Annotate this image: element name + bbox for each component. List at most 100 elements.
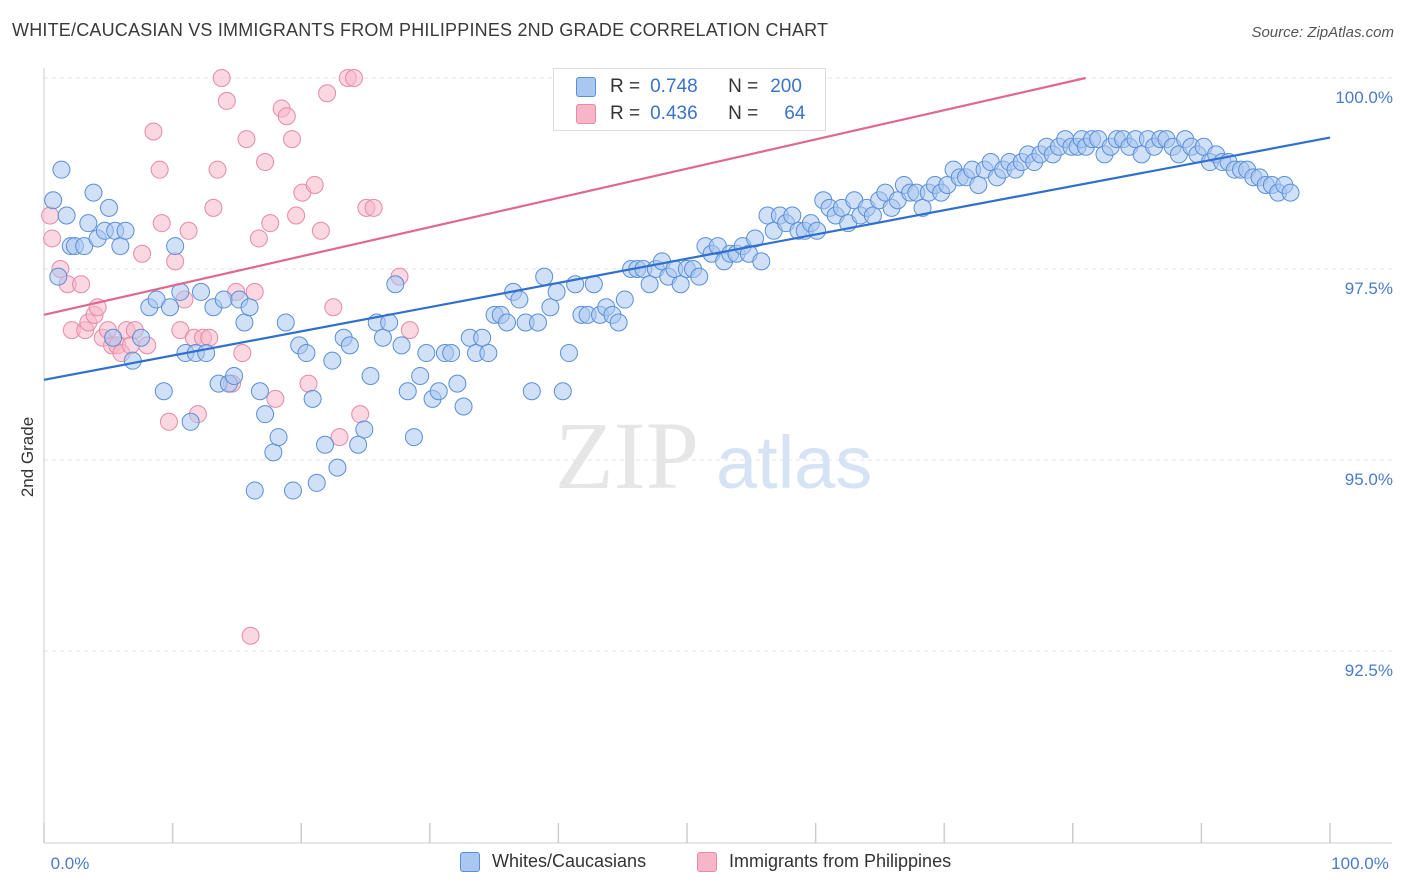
blue-point bbox=[57, 206, 76, 225]
blue-point bbox=[690, 267, 709, 286]
stats-legend: R = 0.748 N = 200 R = 0.436 N = 64 bbox=[553, 68, 826, 131]
blue-point bbox=[671, 275, 690, 294]
blue-point bbox=[404, 428, 423, 447]
blue-point bbox=[541, 298, 560, 317]
pink-point bbox=[200, 328, 219, 347]
blue-point bbox=[417, 344, 436, 363]
blue-point bbox=[355, 420, 374, 439]
legend-r-label: R = bbox=[610, 76, 641, 97]
watermark-zip: ZIP bbox=[555, 402, 699, 509]
blue-point bbox=[235, 313, 254, 332]
blue-point bbox=[132, 328, 151, 347]
series-legend: Whites/Caucasians Immigrants from Philip… bbox=[0, 851, 1406, 877]
pink-series-points bbox=[41, 69, 419, 645]
pink-point bbox=[287, 206, 306, 225]
blue-point bbox=[307, 473, 326, 492]
pink-point bbox=[204, 198, 223, 217]
blue-point bbox=[323, 351, 342, 370]
pink-point bbox=[249, 229, 268, 248]
blue-point bbox=[429, 382, 448, 401]
blue-point bbox=[316, 435, 335, 454]
blue-point bbox=[969, 175, 988, 194]
pink-point bbox=[266, 389, 285, 408]
blue-point bbox=[349, 435, 368, 454]
pink-point bbox=[152, 214, 171, 233]
legend-row-pink: R = 0.436 N = 64 bbox=[576, 102, 805, 126]
blue-point bbox=[398, 382, 417, 401]
blue-point bbox=[386, 275, 405, 294]
pink-point bbox=[282, 130, 301, 149]
blue-point bbox=[392, 336, 411, 355]
blue-point bbox=[303, 389, 322, 408]
blue-point bbox=[276, 313, 295, 332]
pink-point bbox=[179, 221, 198, 240]
blue-point bbox=[553, 382, 572, 401]
blue-point bbox=[214, 290, 233, 309]
legend-n-value-pink: 64 bbox=[784, 103, 806, 124]
pink-point bbox=[208, 160, 227, 179]
blue-point bbox=[191, 282, 210, 301]
blue-point bbox=[111, 237, 130, 256]
blue-point bbox=[361, 366, 380, 385]
blue-point bbox=[245, 481, 264, 500]
pink-point bbox=[159, 412, 178, 431]
blue-point bbox=[609, 313, 628, 332]
blue-point bbox=[154, 382, 173, 401]
y-tick-label: 97.5% bbox=[1345, 279, 1393, 298]
pink-point bbox=[237, 130, 256, 149]
pink-point bbox=[400, 321, 419, 340]
legend-swatch-pink bbox=[576, 104, 596, 124]
pink-point bbox=[330, 428, 349, 447]
blue-point bbox=[913, 198, 932, 217]
pink-point bbox=[256, 153, 275, 172]
blue-point bbox=[79, 214, 98, 233]
blue-point bbox=[99, 198, 118, 217]
blue-point bbox=[510, 290, 529, 309]
blue-point bbox=[454, 397, 473, 416]
blue-point bbox=[166, 237, 185, 256]
blue-point bbox=[160, 298, 179, 317]
pink-point bbox=[245, 282, 264, 301]
pink-point bbox=[233, 344, 252, 363]
pink-point bbox=[324, 298, 343, 317]
blue-point bbox=[269, 428, 288, 447]
blue-point bbox=[535, 267, 554, 286]
blue-point bbox=[181, 412, 200, 431]
blue-point bbox=[373, 328, 392, 347]
blue-point bbox=[522, 382, 541, 401]
legend-swatch-philippines bbox=[697, 851, 717, 872]
blue-point bbox=[84, 183, 103, 202]
blue-point bbox=[75, 237, 94, 256]
chart-title: WHITE/CAUCASIAN VS IMMIGRANTS FROM PHILI… bbox=[12, 20, 829, 40]
blue-point bbox=[497, 313, 516, 332]
y-tick-label: 95.0% bbox=[1345, 470, 1393, 489]
pink-point bbox=[364, 198, 383, 217]
y-axis-tick-labels: 92.5% 95.0% 97.5% 100.0% bbox=[1335, 88, 1393, 680]
x-tick-label-min: 0.0% bbox=[51, 854, 90, 873]
blue-point bbox=[640, 275, 659, 294]
legend-r-label: R = bbox=[610, 103, 641, 124]
blue-trend-line bbox=[43, 136, 1331, 381]
pink-point bbox=[72, 275, 91, 294]
pink-point bbox=[217, 91, 236, 110]
legend-row-blue: R = 0.748 N = 200 bbox=[576, 75, 802, 99]
pink-point bbox=[166, 252, 185, 271]
blue-point bbox=[116, 221, 135, 240]
legend-label-philippines: Immigrants from Philippines bbox=[729, 851, 952, 871]
blue-point bbox=[448, 374, 467, 393]
blue-point bbox=[442, 344, 461, 363]
pink-point bbox=[311, 221, 330, 240]
pink-point bbox=[241, 626, 260, 645]
pink-point bbox=[299, 374, 318, 393]
legend-n-value-blue: 200 bbox=[770, 76, 802, 97]
watermark-atlas: atlas bbox=[716, 421, 872, 504]
pink-point bbox=[41, 206, 60, 225]
x-tick-label-max: 100.0% bbox=[1331, 854, 1389, 873]
blue-point bbox=[1281, 183, 1300, 202]
blue-point bbox=[411, 366, 430, 385]
legend-n-label: N = bbox=[728, 103, 759, 124]
blue-point bbox=[52, 160, 71, 179]
source-label: Source: ZipAtlas.com bbox=[1251, 24, 1394, 41]
pink-point bbox=[43, 229, 62, 248]
blue-series-points bbox=[44, 130, 1300, 500]
